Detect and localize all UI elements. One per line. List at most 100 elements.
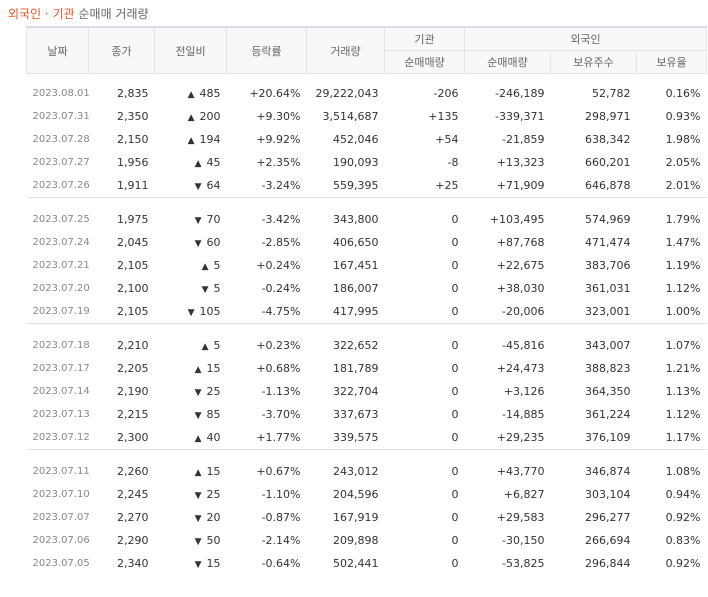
cell-rate: -0.64% <box>261 557 301 570</box>
cell-rate: -1.10% <box>261 488 301 501</box>
table-row: 2023.07.10 2,245 ▼ 25 -1.10% 204,596 0 +6,827 30… <box>27 483 707 506</box>
cell-change: ▼ 20 <box>155 506 227 529</box>
cell-institution-net: 0 <box>451 282 459 295</box>
cell-change: ▼ 15 <box>155 552 227 575</box>
group-gap <box>27 74 707 83</box>
cell-change: ▼ 60 <box>155 231 227 254</box>
cell-volume: 204,596 <box>333 488 379 501</box>
cell-change: ▼ 50 <box>155 529 227 552</box>
change-value: 5 <box>213 339 221 352</box>
cell-foreign-holdings: 296,277 <box>585 511 631 524</box>
header-institution-net: 순매매량 <box>384 50 465 74</box>
down-arrow-icon: ▼ <box>194 239 202 249</box>
cell-rate: -3.24% <box>261 179 301 192</box>
cell-volume: 339,575 <box>333 431 379 444</box>
cell-volume: 502,441 <box>333 557 379 570</box>
change-value: 200 <box>199 110 221 123</box>
cell-volume: 29,222,043 <box>315 87 379 100</box>
cell-change: ▼ 85 <box>155 403 227 426</box>
cell-change: ▲ 5 <box>155 334 227 357</box>
cell-foreign-ratio: 0.92% <box>665 511 701 524</box>
cell-foreign-holdings: 323,001 <box>585 305 631 318</box>
cell-rate: -2.14% <box>261 534 301 547</box>
down-arrow-icon: ▼ <box>194 491 202 501</box>
table-row: 2023.07.18 2,210 ▲ 5 +0.23% 322,652 0 -45,816 34… <box>27 334 707 357</box>
cell-foreign-ratio: 1.08% <box>665 465 701 478</box>
cell-foreign-net: +13,323 <box>496 156 545 169</box>
cell-close: 2,105 <box>117 259 149 272</box>
change-value: 5 <box>213 282 221 295</box>
table-row: 2023.07.12 2,300 ▲ 40 +1.77% 339,575 0 +29,235 3… <box>27 426 707 450</box>
cell-institution-net: +54 <box>435 133 459 146</box>
cell-change: ▲ 40 <box>155 426 227 450</box>
cell-institution-net: 0 <box>451 557 459 570</box>
cell-close: 2,260 <box>117 465 149 478</box>
cell-change: ▲ 485 <box>155 82 227 105</box>
cell-rate: +9.92% <box>256 133 301 146</box>
cell-date: 2023.07.18 <box>32 340 90 351</box>
header-institution-group: 기관 <box>384 26 465 51</box>
table-row: 2023.07.11 2,260 ▲ 15 +0.67% 243,012 0 +43,770 3… <box>27 460 707 483</box>
cell-foreign-net: +38,030 <box>496 282 545 295</box>
cell-rate: +2.35% <box>256 156 301 169</box>
cell-foreign-net: -53,825 <box>502 557 545 570</box>
cell-date: 2023.07.28 <box>32 134 90 145</box>
cell-change: ▲ 200 <box>155 105 227 128</box>
cell-close: 2,300 <box>117 431 149 444</box>
table-row: 2023.07.24 2,045 ▼ 60 -2.85% 406,650 0 +87,768 4… <box>27 231 707 254</box>
down-arrow-icon: ▼ <box>187 308 195 318</box>
cell-foreign-holdings: 660,201 <box>585 156 631 169</box>
cell-close: 2,150 <box>117 133 149 146</box>
cell-foreign-ratio: 2.01% <box>665 179 701 192</box>
cell-date: 2023.07.07 <box>32 512 90 523</box>
table-row: 2023.07.06 2,290 ▼ 50 -2.14% 209,898 0 -30,150 2… <box>27 529 707 552</box>
table-row: 2023.07.07 2,270 ▼ 20 -0.87% 167,919 0 +29,583 2… <box>27 506 707 529</box>
cell-foreign-net: +6,827 <box>503 488 545 501</box>
cell-volume: 322,704 <box>333 385 379 398</box>
cell-date: 2023.07.27 <box>32 157 90 168</box>
cell-change: ▼ 64 <box>155 174 227 198</box>
cell-institution-net: -206 <box>433 87 459 100</box>
cell-close: 2,105 <box>117 305 149 318</box>
cell-foreign-holdings: 303,104 <box>585 488 631 501</box>
cell-volume: 337,673 <box>333 408 379 421</box>
cell-rate: -0.24% <box>261 282 301 295</box>
cell-volume: 322,652 <box>333 339 379 352</box>
header-foreign-holdings: 보유주수 <box>550 50 637 74</box>
header-rate: 등락률 <box>226 26 307 74</box>
cell-close: 2,350 <box>117 110 149 123</box>
cell-change: ▲ 15 <box>155 460 227 483</box>
cell-foreign-ratio: 0.92% <box>665 557 701 570</box>
cell-change: ▼ 105 <box>155 300 227 324</box>
header-foreign-group: 외국인 <box>463 26 708 51</box>
cell-volume: 243,012 <box>333 465 379 478</box>
table-row: 2023.07.13 2,215 ▼ 85 -3.70% 337,673 0 -14,885 3… <box>27 403 707 426</box>
cell-change: ▲ 45 <box>155 151 227 174</box>
cell-date: 2023.07.31 <box>32 111 90 122</box>
change-value: 20 <box>206 511 221 524</box>
change-value: 105 <box>199 305 221 318</box>
up-arrow-icon: ▲ <box>194 159 202 169</box>
cell-rate: -0.87% <box>261 511 301 524</box>
cell-date: 2023.07.12 <box>32 432 90 443</box>
table-header: 날짜 종가 전일비 등락률 거래량 기관 외국인 순매매량 순매매량 보유주수 … <box>26 26 708 74</box>
cell-foreign-net: -21,859 <box>502 133 545 146</box>
cell-foreign-ratio: 1.19% <box>665 259 701 272</box>
change-value: 15 <box>206 362 221 375</box>
cell-volume: 559,395 <box>333 179 379 192</box>
cell-foreign-net: -246,189 <box>495 87 545 100</box>
down-arrow-icon: ▼ <box>194 182 202 192</box>
cell-close: 1,975 <box>117 213 149 226</box>
cell-foreign-holdings: 388,823 <box>585 362 631 375</box>
up-arrow-icon: ▲ <box>201 262 209 272</box>
cell-rate: +1.77% <box>256 431 301 444</box>
cell-foreign-ratio: 1.12% <box>665 408 701 421</box>
cell-date: 2023.07.19 <box>32 306 90 317</box>
cell-foreign-holdings: 646,878 <box>585 179 631 192</box>
cell-foreign-ratio: 1.12% <box>665 282 701 295</box>
cell-foreign-holdings: 266,694 <box>585 534 631 547</box>
cell-foreign-holdings: 346,874 <box>585 465 631 478</box>
up-arrow-icon: ▲ <box>187 136 195 146</box>
cell-foreign-net: +3,126 <box>503 385 545 398</box>
cell-institution-net: 0 <box>451 259 459 272</box>
